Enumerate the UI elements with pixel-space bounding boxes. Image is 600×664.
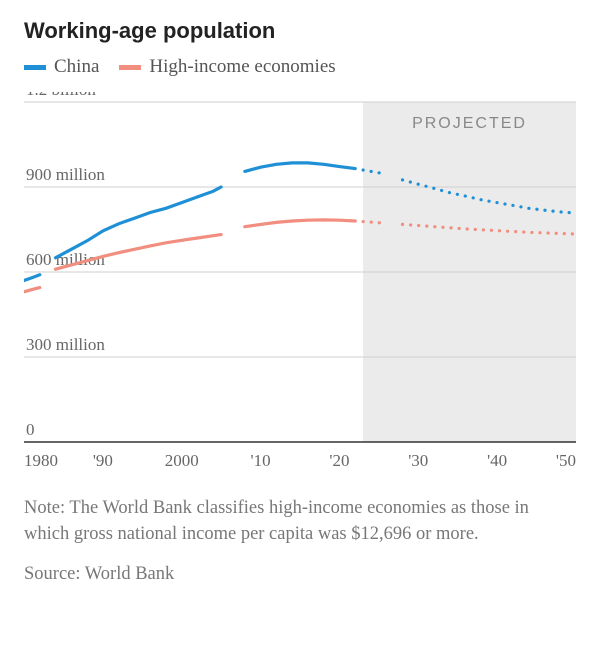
legend-swatch [119,65,141,70]
chart-title: Working-age population [24,18,576,44]
legend-item-china: China [24,56,99,78]
svg-text:'90: '90 [93,451,113,470]
svg-text:2000: 2000 [165,451,199,470]
svg-text:900 million: 900 million [26,165,105,184]
chart-svg: PROJECTED0300 million600 million900 mill… [24,92,576,482]
legend-label: High-income economies [149,56,335,78]
legend-label: China [54,56,99,78]
footnote: Note: The World Bank classifies high-inc… [24,496,576,548]
svg-text:300 million: 300 million [26,335,105,354]
legend: China High-income economies [24,56,576,78]
legend-item-high-income: High-income economies [119,56,335,78]
svg-text:1980: 1980 [24,451,58,470]
svg-text:'20: '20 [329,451,349,470]
chart: PROJECTED0300 million600 million900 mill… [24,92,576,482]
svg-text:'50: '50 [556,451,576,470]
source-line: Source: World Bank [24,562,576,588]
svg-text:'10: '10 [251,451,271,470]
svg-text:PROJECTED: PROJECTED [412,115,527,132]
svg-text:0: 0 [26,420,35,439]
legend-swatch [24,65,46,70]
svg-text:'40: '40 [487,451,507,470]
svg-text:1.2 billion: 1.2 billion [26,92,96,99]
svg-text:'30: '30 [408,451,428,470]
